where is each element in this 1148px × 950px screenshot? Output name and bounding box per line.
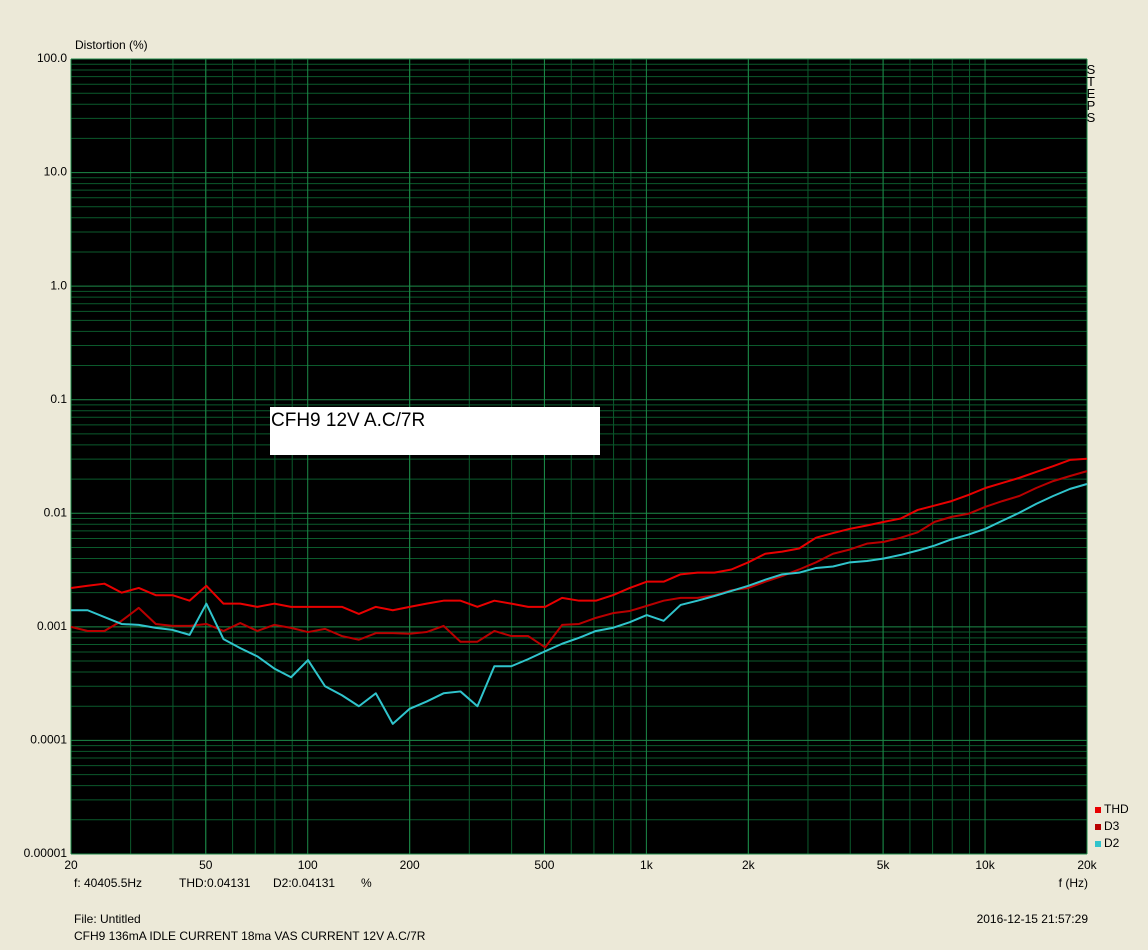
status-frequency: f: 40405.5Hz xyxy=(74,876,142,890)
x-tick-label: 50 xyxy=(199,858,213,872)
y-tick-label: 0.00001 xyxy=(24,846,68,860)
y-tick-label: 10.0 xyxy=(44,165,68,179)
series-line xyxy=(71,483,1088,725)
y-tick-label: 100.0 xyxy=(37,51,67,65)
legend-label: D2 xyxy=(1104,836,1120,850)
annotation-box xyxy=(270,407,600,455)
x-tick-label: 100 xyxy=(298,858,318,872)
y-tick-label: 0.001 xyxy=(37,619,67,633)
x-tick-label: 20 xyxy=(64,858,78,872)
x-tick-label: 2k xyxy=(742,858,756,872)
timestamp: 2016-12-15 21:57:29 xyxy=(977,912,1089,926)
series-line xyxy=(70,457,1088,615)
x-tick-label: 10k xyxy=(975,858,995,872)
y-tick-label: 0.0001 xyxy=(30,733,67,747)
status-unit: % xyxy=(361,876,372,890)
status-thd: THD:0.04131 xyxy=(179,876,251,890)
series-line xyxy=(70,470,1088,649)
legend-swatch xyxy=(1095,807,1101,813)
legend-label: D3 xyxy=(1104,819,1120,833)
side-label: STEPS xyxy=(1084,62,1099,122)
x-tick-label: 1k xyxy=(640,858,654,872)
y-tick-label: 0.1 xyxy=(50,392,67,406)
y-tick-label: 1.0 xyxy=(50,278,67,292)
x-tick-label: 200 xyxy=(400,858,420,872)
y-tick-label: 0.01 xyxy=(44,505,68,519)
y-axis-label: Distortion (%) xyxy=(75,38,148,52)
x-tick-label: 5k xyxy=(877,858,891,872)
legend-swatch xyxy=(1095,824,1101,830)
legend-swatch xyxy=(1095,841,1101,847)
x-tick-label: 20k xyxy=(1077,858,1097,872)
x-tick-label: 500 xyxy=(534,858,554,872)
x-axis-label: f (Hz) xyxy=(1059,876,1088,890)
file-label: File: Untitled xyxy=(74,912,141,926)
lines xyxy=(70,457,1088,725)
legend-label: THD xyxy=(1104,802,1129,816)
status-d2: D2:0.04131 xyxy=(273,876,335,890)
plot-area xyxy=(71,59,1087,854)
annotation: CFH9 12V A.C/7R xyxy=(271,410,425,431)
description: CFH9 136mA IDLE CURRENT 18ma VAS CURRENT… xyxy=(74,929,426,943)
grid xyxy=(70,58,1088,855)
